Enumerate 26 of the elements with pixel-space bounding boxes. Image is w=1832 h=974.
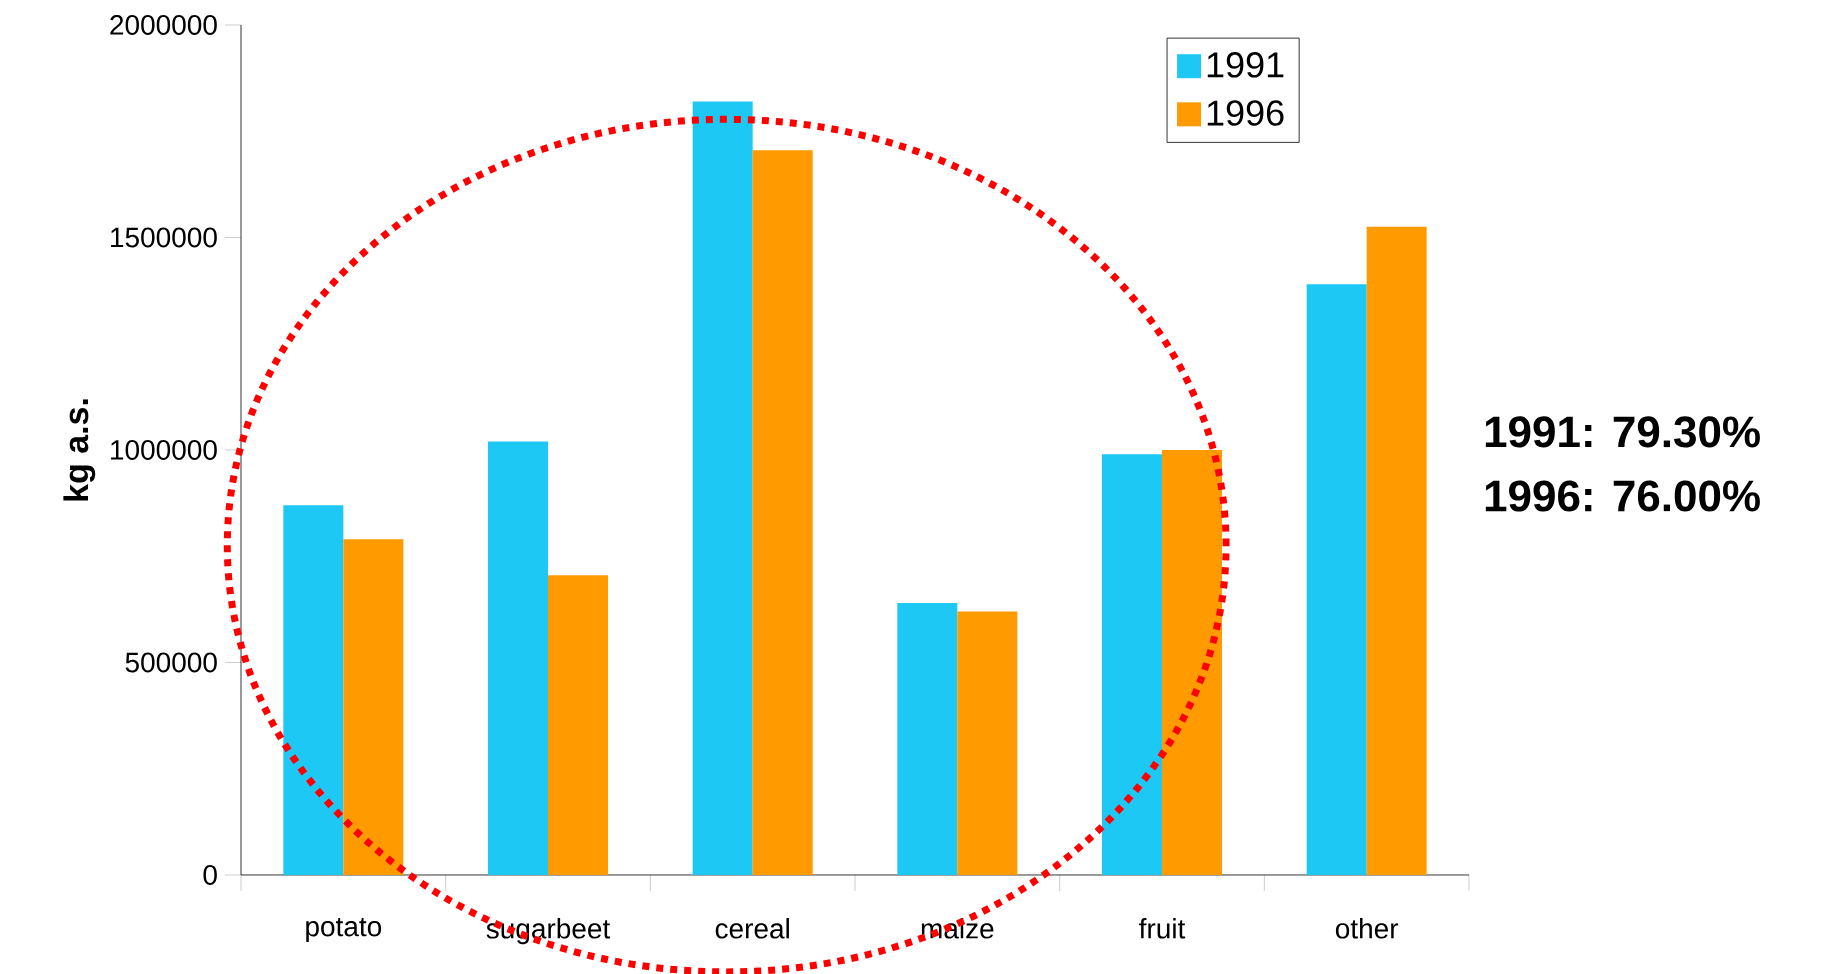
bar xyxy=(897,602,958,875)
y-tick-label: 1500000 xyxy=(111,227,217,248)
bar xyxy=(343,539,404,875)
bar xyxy=(488,441,548,875)
legend-label: 1991 xyxy=(1207,52,1284,78)
bar xyxy=(1366,226,1427,875)
bar xyxy=(283,505,344,875)
x-tick-label: fruit xyxy=(1139,918,1186,939)
text: 1991: 79.30% xyxy=(1485,416,1760,448)
x-tick-label: potato xyxy=(306,918,382,942)
bar xyxy=(957,611,1018,875)
x-tick-label: cereal xyxy=(715,918,789,939)
y-tick-label: 0 xyxy=(203,865,217,885)
bar xyxy=(548,575,609,875)
y-tick-label: 500000 xyxy=(125,652,217,673)
y-axis-title: kg a.s. xyxy=(63,399,96,501)
bar xyxy=(1162,449,1222,875)
bar xyxy=(1102,454,1163,875)
bar xyxy=(752,150,813,875)
legend-label: 1996 xyxy=(1207,100,1284,126)
y-tick-label: 1000000 xyxy=(111,440,217,460)
text: 1996: 76.00% xyxy=(1485,480,1760,512)
bar xyxy=(692,101,753,875)
bar xyxy=(1306,284,1367,875)
x-tick-label: other xyxy=(1335,918,1399,939)
y-tick-label: 2000000 xyxy=(110,15,217,35)
